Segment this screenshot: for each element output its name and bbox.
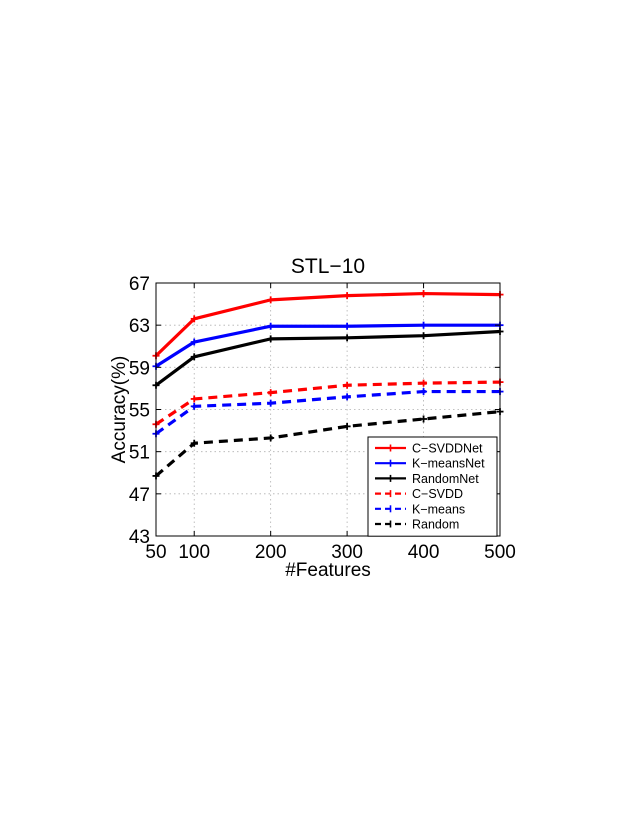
x-tick-label: 200 [255, 542, 287, 563]
series-line [155, 380, 501, 426]
x-tick-label: 300 [331, 542, 363, 563]
y-tick-label: 59 [129, 358, 150, 379]
series-line [154, 410, 501, 478]
legend-entry-label: Random [412, 518, 459, 532]
legend-entry-label: C−SVDD [412, 487, 463, 501]
y-tick-label: 51 [129, 443, 150, 464]
y-tick-label: 47 [129, 485, 150, 506]
y-axis-label: Accuracy(%) [109, 356, 130, 464]
x-tick-label: 100 [178, 542, 210, 563]
series-line [155, 389, 500, 436]
chart-title: STL−10 [291, 255, 365, 278]
x-axis-label: #Features [285, 560, 371, 581]
series [152, 290, 504, 360]
legend: C−SVDDNetK−meansNetRandomNetC−SVDDK−mean… [367, 436, 498, 537]
axis-ticks: 50 100 200 300 400 500 43 47 51 55 59 63 67 [129, 274, 516, 563]
y-tick-label: 67 [129, 274, 150, 295]
y-tick-label: 43 [129, 527, 150, 548]
x-tick-label: 50 [145, 542, 166, 563]
legend-entry-label: K−meansNet [412, 457, 485, 471]
y-tick-label: 63 [129, 316, 150, 337]
legend-entry-label: K−means [412, 502, 465, 516]
series-line [155, 323, 500, 368]
legend-entry-label: RandomNet [412, 472, 479, 486]
series-line [154, 291, 501, 357]
series [152, 327, 504, 389]
series-lines [152, 290, 504, 480]
series-line [155, 329, 501, 387]
x-tick-label: 400 [408, 542, 440, 563]
legend-box [367, 436, 498, 537]
y-tick-label: 55 [129, 401, 150, 422]
x-tick-label: 500 [484, 542, 516, 563]
legend-entry-label: C−SVDDNet [412, 442, 483, 456]
